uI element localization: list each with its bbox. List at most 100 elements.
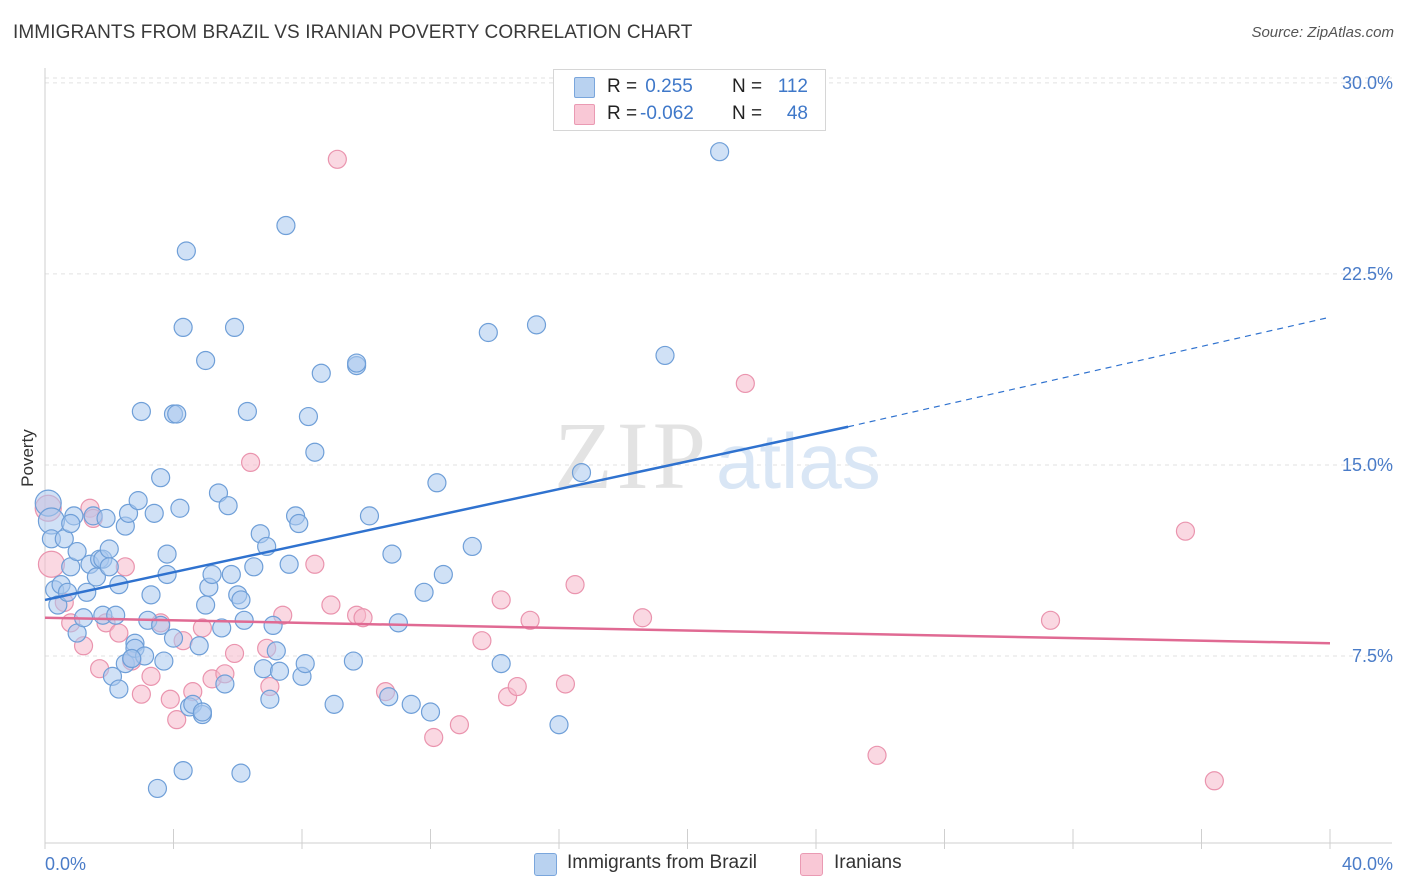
data-point-iranians [167, 710, 187, 730]
data-point-brazil [324, 694, 344, 714]
data-point-brazil [244, 557, 264, 577]
tick-labels: 7.5% 15.0% 22.5% 30.0% 0.0% 40.0% [45, 73, 1393, 874]
data-point-iranians [241, 452, 261, 473]
data-point-iranians [632, 608, 653, 628]
x-tick-label-max: 40.0% [1342, 854, 1393, 874]
data-point-brazil [571, 462, 592, 483]
legend-swatch-pink [574, 104, 595, 125]
data-point-brazil [154, 651, 174, 671]
legend-label-iranians: Iranians [834, 852, 902, 873]
data-point-brazil [347, 353, 367, 373]
data-point-brazil [655, 345, 675, 366]
data-point-brazil [176, 241, 196, 261]
data-point-iranians [867, 745, 887, 765]
data-point-iranians [491, 590, 511, 610]
data-point-brazil [221, 564, 241, 585]
data-point-brazil [263, 615, 283, 636]
data-point-brazil [196, 350, 216, 371]
data-point-brazil [231, 763, 251, 783]
y-tick-label: 30.0% [1342, 73, 1393, 93]
data-point-brazil [67, 541, 87, 562]
axes [44, 68, 1392, 849]
legend-n-value: 48 [786, 103, 808, 124]
trend-lines [44, 316, 1331, 645]
x-tick-label-min: 0.0% [45, 854, 86, 874]
watermark-atlas: atlas [716, 417, 881, 505]
data-point-brazil [295, 654, 315, 674]
source-label: Source: ZipAtlas.com [1251, 24, 1394, 41]
data-point-iranians [555, 674, 576, 694]
data-point-iranians [115, 557, 135, 577]
data-point-brazil [379, 687, 399, 707]
data-point-brazil [151, 468, 171, 488]
data-point-iranians [327, 149, 347, 169]
data-point-brazil [305, 442, 325, 462]
data-point-iranians [1175, 521, 1196, 541]
data-point-brazil [61, 513, 81, 534]
data-point-brazil [208, 483, 229, 503]
data-point-brazil [122, 648, 142, 669]
data-point-brazil [99, 557, 119, 577]
legend-n-label: N = [732, 76, 763, 97]
data-point-brazil [141, 585, 161, 605]
data-point-iranians [520, 610, 540, 630]
data-point-brazil [147, 778, 168, 799]
data-point-brazil [462, 536, 482, 557]
trend-line-iranians [44, 616, 1331, 645]
data-point-brazil [266, 641, 286, 661]
data-point-iranians [37, 550, 66, 578]
data-point-iranians [472, 631, 492, 651]
data-point-brazil [202, 564, 222, 585]
data-point-brazil [196, 595, 216, 615]
data-point-brazil [224, 317, 245, 338]
legend-swatch-pink [800, 853, 823, 876]
watermark: ZIP atlas [554, 402, 881, 509]
data-point-brazil [343, 651, 363, 671]
legend-n-label: N = [732, 103, 763, 124]
data-point-brazil [109, 679, 129, 699]
data-point-brazil [311, 363, 331, 383]
data-point-brazil [118, 503, 139, 523]
data-point-brazil [173, 317, 193, 338]
data-point-brazil [144, 503, 164, 523]
data-point-brazil [128, 491, 148, 511]
data-point-brazil [359, 506, 380, 526]
data-point-brazil [173, 760, 193, 781]
data-point-brazil [106, 605, 126, 625]
correlation-legend: R = 0.255 N = 112 R = -0.062 N = 48 [553, 69, 826, 131]
data-point-brazil [260, 689, 280, 709]
data-point-brazil [433, 564, 453, 585]
data-point-brazil [401, 694, 421, 714]
data-point-iranians [507, 676, 527, 697]
data-point-iranians [424, 727, 444, 748]
data-point-iranians [565, 575, 585, 595]
data-point-brazil [279, 554, 299, 574]
data-point-brazil [231, 590, 251, 610]
data-point-brazil [710, 142, 730, 162]
watermark-zip: ZIP [554, 402, 710, 509]
data-point-brazil [99, 539, 119, 559]
data-point-iranians [1204, 771, 1224, 791]
data-point-iranians [141, 666, 161, 686]
data-point-brazil [57, 582, 78, 602]
legend-n-value: 112 [777, 76, 808, 97]
data-point-iranians [224, 643, 245, 664]
data-point-brazil [388, 613, 408, 633]
data-point-brazil [289, 513, 309, 534]
data-point-iranians [131, 684, 151, 704]
series-immigrants-from-brazil [34, 142, 730, 799]
data-point-brazil [253, 659, 274, 679]
data-point-brazil [269, 661, 290, 681]
data-point-iranians [449, 715, 470, 735]
data-point-brazil [420, 702, 441, 722]
data-point-brazil [414, 582, 434, 602]
data-point-brazil [382, 544, 402, 564]
data-point-brazil [167, 404, 187, 424]
data-point-brazil [237, 401, 257, 422]
legend-swatch-blue [574, 77, 595, 98]
data-point-brazil [526, 315, 547, 335]
data-point-brazil [96, 508, 116, 529]
data-point-brazil [549, 715, 569, 735]
data-point-iranians [321, 595, 341, 615]
